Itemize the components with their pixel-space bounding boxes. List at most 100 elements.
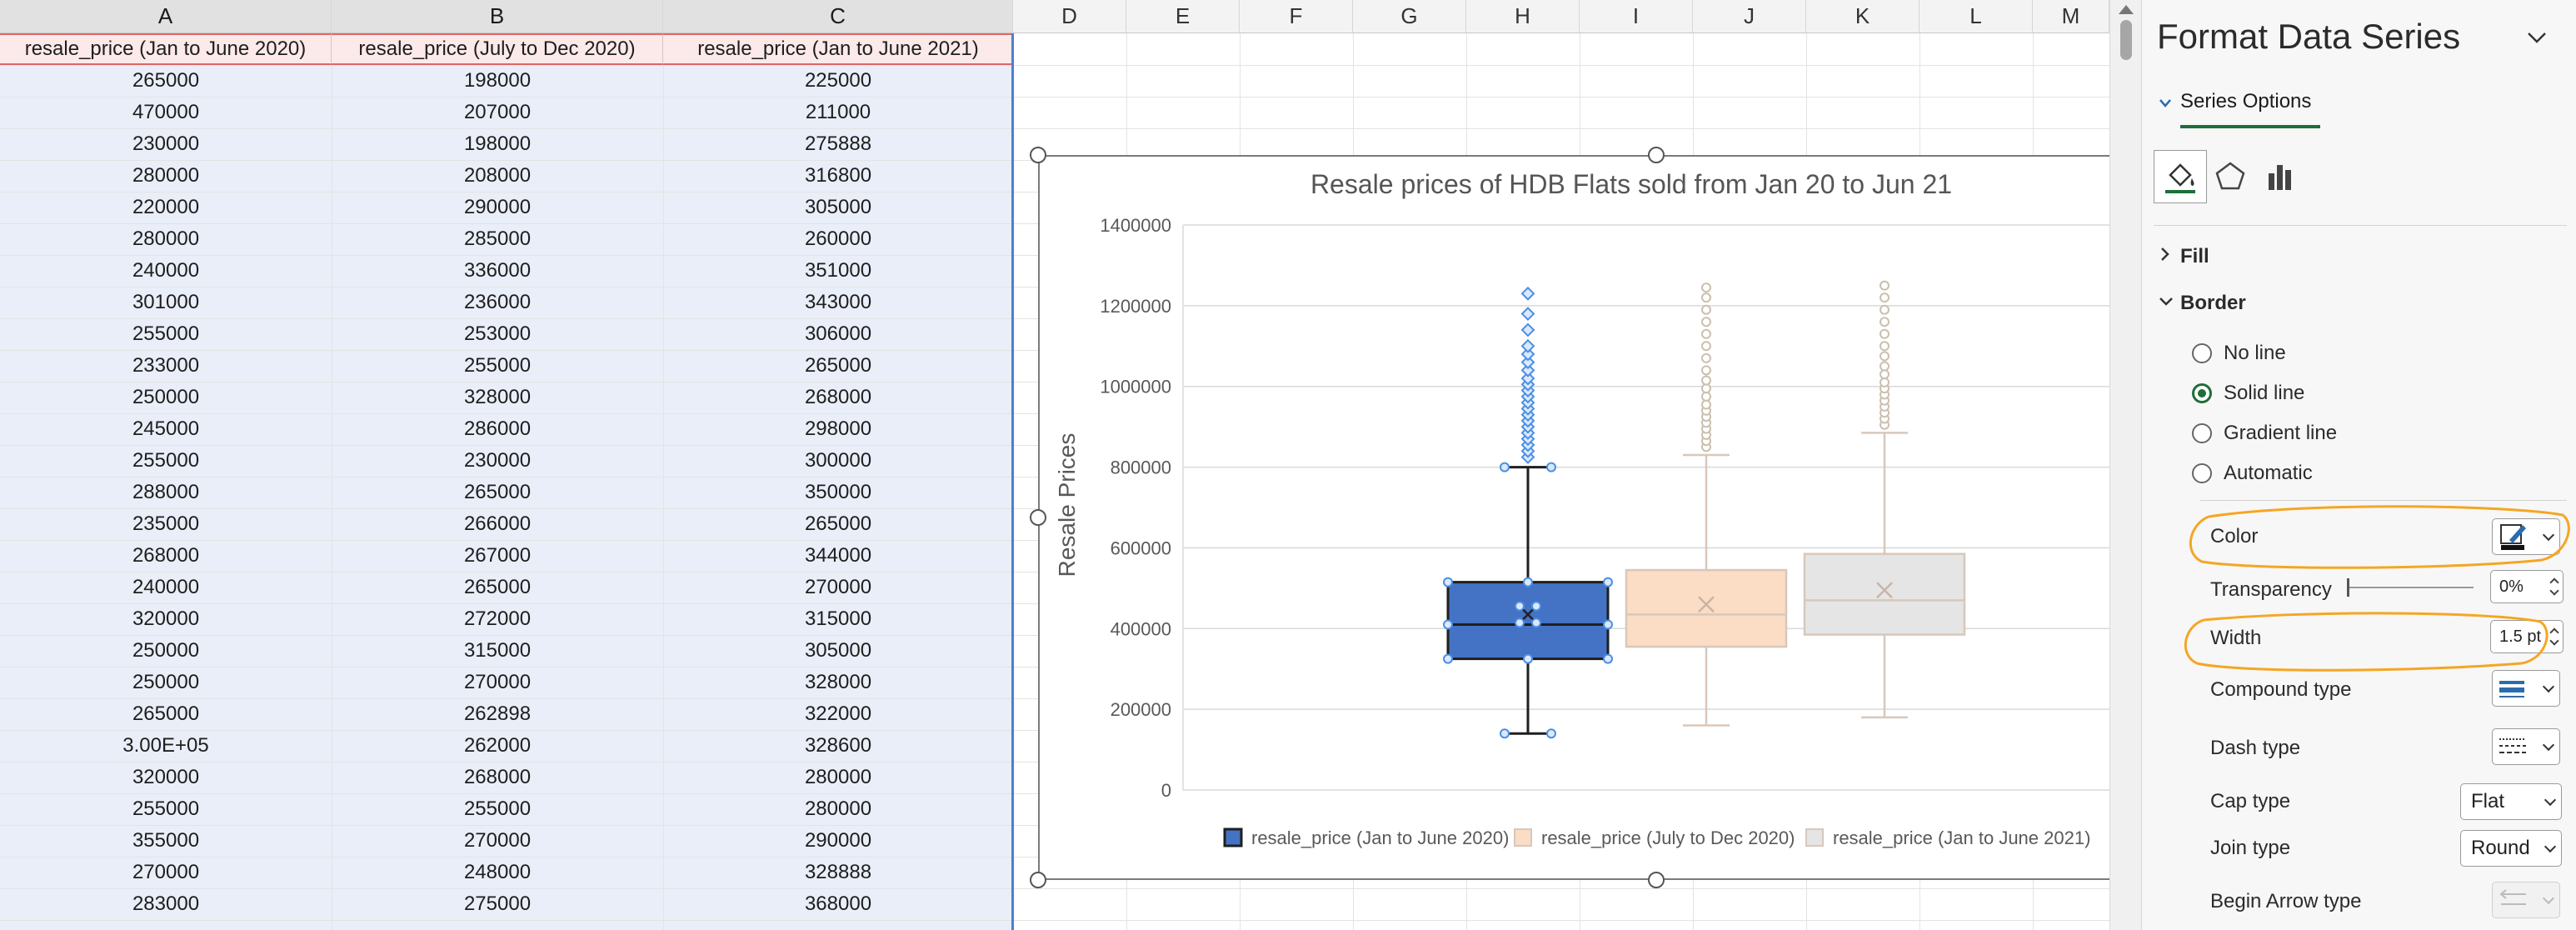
- outlier-point[interactable]: [1701, 383, 1711, 394]
- data-cell[interactable]: 265000: [463, 481, 532, 503]
- data-cell[interactable]: 230000: [132, 132, 200, 155]
- data-cell[interactable]: 315000: [804, 608, 872, 630]
- chart-resize-handle-bottom[interactable]: [1648, 872, 1665, 888]
- outlier-point[interactable]: [1880, 369, 1890, 380]
- data-cell[interactable]: 275000: [463, 892, 532, 915]
- outlier-point[interactable]: [1701, 304, 1711, 315]
- data-cell[interactable]: 250000: [132, 386, 200, 408]
- column-header-l[interactable]: L: [1920, 0, 2033, 33]
- radio-label-automatic[interactable]: Automatic: [2224, 462, 2313, 484]
- data-cell[interactable]: 298000: [804, 418, 872, 440]
- box[interactable]: [1803, 552, 1966, 636]
- data-cell[interactable]: 290000: [463, 196, 532, 218]
- data-cell[interactable]: 255000: [463, 354, 532, 377]
- legend-entry[interactable]: resale_price (Jan to June 2021): [1833, 828, 2090, 848]
- outlier-point[interactable]: [1701, 292, 1711, 303]
- chart-resize-handle-top-left[interactable]: [1030, 147, 1046, 163]
- outlier-point[interactable]: [1701, 365, 1711, 376]
- chart-resize-handle-bottom-left[interactable]: [1030, 872, 1046, 888]
- data-cell[interactable]: 260000: [804, 228, 872, 250]
- data-cell[interactable]: 225000: [804, 69, 872, 92]
- data-cell[interactable]: 328888: [804, 861, 872, 883]
- data-cell[interactable]: 265000: [804, 512, 872, 535]
- data-cell[interactable]: 328600: [804, 734, 872, 757]
- outlier-point[interactable]: [1880, 317, 1890, 328]
- column-header-d[interactable]: D: [1013, 0, 1126, 33]
- legend-swatch[interactable]: [1514, 828, 1532, 847]
- outlier-point[interactable]: [1701, 317, 1711, 328]
- series-selection-handle[interactable]: [1443, 619, 1453, 630]
- data-cell[interactable]: 266000: [463, 512, 532, 535]
- legend-entry[interactable]: resale_price (July to Dec 2020): [1541, 828, 1795, 848]
- radio-automatic[interactable]: [2192, 463, 2212, 483]
- begin-arrow-type-dropdown[interactable]: [2492, 882, 2560, 918]
- outlier-point[interactable]: [1880, 377, 1890, 388]
- box[interactable]: [1625, 568, 1788, 648]
- data-cell[interactable]: 315000: [463, 639, 532, 662]
- data-cell[interactable]: 355000: [132, 829, 200, 852]
- data-cell[interactable]: 211000: [805, 101, 871, 123]
- chart-frame[interactable]: [1038, 155, 2113, 880]
- series-selection-handle[interactable]: [1603, 619, 1613, 630]
- series-selection-handle[interactable]: [1515, 601, 1525, 612]
- data-cell[interactable]: 248000: [463, 861, 532, 883]
- data-cell[interactable]: 265000: [804, 354, 872, 377]
- data-cell[interactable]: 305000: [804, 639, 872, 662]
- series-options-tab-button[interactable]: [2254, 150, 2307, 203]
- column-header-g[interactable]: G: [1353, 0, 1466, 33]
- data-cell[interactable]: 262000: [463, 734, 532, 757]
- scrollbar-thumb[interactable]: [2120, 20, 2132, 60]
- outlier-point[interactable]: [1880, 341, 1890, 352]
- data-cell[interactable]: 240000: [132, 259, 200, 282]
- column-header-b[interactable]: B: [332, 0, 663, 33]
- series-selection-handle[interactable]: [1531, 618, 1541, 628]
- data-cell[interactable]: 280000: [804, 798, 872, 820]
- data-cell[interactable]: 255000: [132, 322, 200, 345]
- data-cell[interactable]: 328000: [463, 386, 532, 408]
- outlier-point[interactable]: [1701, 391, 1711, 402]
- data-cell[interactable]: 255000: [463, 798, 532, 820]
- cap-type-dropdown[interactable]: Flat: [2460, 783, 2562, 820]
- data-cell[interactable]: 286000: [463, 418, 532, 440]
- outlier-point[interactable]: [1520, 371, 1535, 386]
- data-cell[interactable]: 288000: [132, 481, 200, 503]
- spin-down-icon[interactable]: [2549, 586, 2559, 596]
- series-selection-handle[interactable]: [1531, 601, 1541, 612]
- outlier-point[interactable]: [1880, 280, 1890, 291]
- radio-gradient-line[interactable]: [2192, 423, 2212, 443]
- data-cell[interactable]: 470000: [132, 101, 200, 123]
- transparency-slider-thumb[interactable]: [2347, 578, 2349, 597]
- series-selection-handle[interactable]: [1500, 462, 1510, 472]
- legend-swatch[interactable]: [1223, 828, 1243, 848]
- column-header-h[interactable]: H: [1466, 0, 1580, 33]
- series-selection-handle[interactable]: [1603, 653, 1613, 664]
- data-cell[interactable]: 265000: [463, 576, 532, 598]
- data-cell[interactable]: 280000: [132, 228, 200, 250]
- spin-down-icon[interactable]: [2549, 636, 2559, 646]
- outlier-point[interactable]: [1880, 361, 1890, 372]
- data-cell[interactable]: 253000: [463, 322, 532, 345]
- series-selection-handle[interactable]: [1546, 462, 1556, 472]
- outlier-point[interactable]: [1880, 351, 1890, 362]
- data-cell[interactable]: 255000: [132, 798, 200, 820]
- y-axis-label[interactable]: Resale Prices: [1054, 433, 1080, 578]
- data-cell[interactable]: 220000: [132, 196, 200, 218]
- mean-marker[interactable]: [1876, 582, 1893, 599]
- data-cell[interactable]: 290000: [804, 829, 872, 852]
- border-section-header[interactable]: Border: [2180, 292, 2246, 314]
- data-cell[interactable]: 250000: [132, 671, 200, 693]
- radio-label-gradient-line[interactable]: Gradient line: [2224, 422, 2338, 444]
- data-cell[interactable]: 265000: [132, 69, 200, 92]
- outlier-point[interactable]: [1701, 328, 1711, 339]
- data-cell[interactable]: 198000: [463, 132, 532, 155]
- border-color-picker[interactable]: [2492, 518, 2560, 555]
- data-cell[interactable]: 350000: [804, 481, 872, 503]
- data-cell[interactable]: 280000: [804, 766, 872, 788]
- data-cell[interactable]: 351000: [804, 259, 872, 282]
- data-cell[interactable]: 236000: [463, 291, 532, 313]
- column-header-a[interactable]: A: [0, 0, 332, 33]
- tab-series-options[interactable]: Series Options: [2180, 90, 2312, 112]
- data-cell[interactable]: 235000: [132, 512, 200, 535]
- outlier-point[interactable]: [1880, 328, 1890, 339]
- fill-section-header[interactable]: Fill: [2180, 245, 2209, 268]
